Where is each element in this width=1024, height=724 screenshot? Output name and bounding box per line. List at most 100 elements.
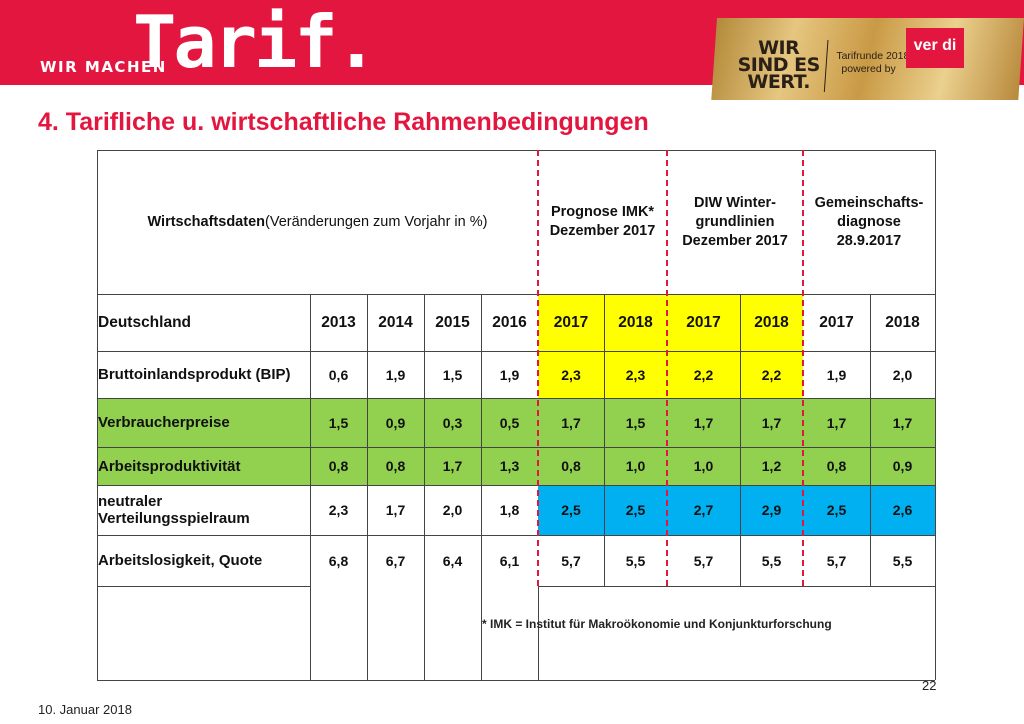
table-col-divider (740, 294, 741, 586)
year-header: 2018 (885, 313, 920, 331)
table-border-top (97, 150, 935, 151)
highlight-row-arbeitsproduktivitaet (97, 447, 935, 485)
footer-date: 10. Januar 2018 (38, 702, 132, 717)
table-cell-value: 5,5 (625, 552, 646, 569)
table-cell-value: 1,5 (442, 366, 463, 383)
table-cell-value: 1,7 (442, 458, 463, 474)
header-prognose-imk: Prognose IMK* Dezember 2017 (549, 204, 656, 239)
header-gemeinschaftsdiagnose: Gemeinschafts-diagnose 28.9.2017 (814, 194, 924, 249)
row-label: Verbraucherpreise (98, 414, 230, 431)
table-col-divider (870, 294, 871, 586)
table-cell-value: 0,5 (499, 414, 520, 431)
table-cell-value: 5,7 (693, 552, 714, 569)
table-cell-value: 2,0 (892, 366, 913, 383)
table-cell-value: 1,0 (625, 458, 646, 474)
table-border-right (935, 150, 936, 680)
table-cell-value: 0,8 (561, 458, 581, 474)
year-header: 2015 (435, 313, 470, 331)
table-cell-value: 2,6 (892, 502, 913, 518)
table-col-divider (310, 586, 311, 680)
table-cell-value: 5,7 (561, 552, 581, 569)
highlight-forecast-years (538, 294, 803, 351)
table-cell-value: 1,7 (385, 502, 406, 518)
table-cell-value: 2,9 (761, 502, 782, 518)
table-cell-value: 6,7 (385, 552, 406, 569)
highlight-bip-forecast (538, 351, 803, 398)
table-cell-value: 0,9 (892, 458, 913, 474)
table-col-divider (481, 586, 482, 680)
wd-label-bold: Wirtschaftsdaten (147, 214, 266, 230)
table-cell-value: 2,5 (625, 502, 646, 518)
row-label: neutraler Verteilungsspielraum (98, 493, 250, 527)
group-separator (537, 150, 539, 586)
group-separator (802, 150, 804, 586)
table-cell-value: 0,3 (442, 414, 463, 431)
table-border-left (97, 150, 98, 680)
table-row-divider (97, 351, 935, 352)
page-number: 22 (922, 678, 937, 693)
table-col-divider (538, 586, 539, 680)
table-row-divider (97, 586, 310, 587)
table-cell-value: 1,7 (826, 414, 847, 431)
brand-tagline: WIR MACHEN (40, 58, 167, 76)
year-header: 2013 (321, 313, 356, 331)
table-cell-value: 6,8 (328, 552, 349, 569)
table-cell-value: 2,3 (561, 366, 581, 383)
table-cell-value: 2,5 (561, 502, 581, 518)
year-header: 2018 (754, 313, 789, 331)
highlight-row-verbraucherpreise (97, 398, 935, 447)
table-col-divider (367, 294, 368, 586)
table-cell-value: 2,3 (328, 502, 349, 518)
table-cell-value: 1,0 (693, 458, 714, 474)
table-row-divider (97, 535, 935, 536)
table-cell-value: 1,7 (693, 414, 714, 431)
table-border-bottom (97, 680, 935, 681)
year-header: 2014 (378, 313, 413, 331)
table-cell-value: 1,2 (761, 458, 782, 474)
row-label: Arbeitsproduktivität (98, 457, 241, 475)
row-label: Arbeitslosigkeit, Quote (98, 552, 263, 569)
year-header: 2017 (819, 313, 854, 331)
table-cell-value: 1,9 (826, 366, 847, 383)
table-col-divider (604, 294, 605, 586)
table-col-divider (424, 294, 425, 586)
table-cell-value: 2,2 (761, 366, 782, 383)
table-cell-value: 5,5 (761, 552, 782, 569)
table-row-divider (97, 485, 935, 486)
table-row-divider (97, 398, 935, 399)
header-diw-wintergrundlinien: DIW Winter-grundlinien Dezember 2017 (682, 194, 788, 249)
group-separator (666, 150, 668, 586)
year-header: 2017 (686, 313, 721, 331)
table-col-divider (310, 294, 311, 586)
table-cell-value: 0,9 (385, 414, 406, 431)
table-footnote: * IMK = Institut für Makroökonomie und K… (482, 617, 832, 631)
table-cell-value: 1,9 (385, 366, 406, 383)
table-cell-value: 1,5 (625, 414, 646, 431)
table-cell-value: 1,7 (761, 414, 782, 431)
table-row-divider (97, 294, 935, 295)
table-col-divider (424, 586, 425, 680)
table-cell-value: 5,5 (892, 552, 913, 569)
year-row-label: Deutschland (98, 313, 192, 331)
table-cell-value: 1,7 (561, 414, 581, 431)
table-cell-value: 1,7 (892, 414, 913, 431)
table-cell-value: 0,8 (328, 458, 349, 474)
table-cell-value: 2,2 (693, 366, 714, 383)
table-col-divider (367, 586, 368, 680)
table-row-divider (97, 447, 935, 448)
table-cell-value: 1,9 (499, 366, 520, 383)
table-cell-value: 2,0 (442, 502, 463, 518)
brand-wordmark: Tarif. (133, 0, 378, 84)
table-header-wirtschaftsdaten: Wirtschaftsdaten (Veränderungen zum Vorj… (97, 150, 538, 294)
table-cell-value: 2,3 (625, 366, 646, 383)
table-cell-value: 0,8 (385, 458, 406, 474)
table-cell-value: 1,8 (499, 502, 520, 518)
table-cell-value: 6,1 (499, 552, 520, 569)
table-cell-value: 5,7 (826, 552, 847, 569)
table-cell-value: 0,8 (826, 458, 847, 474)
table-cell-value: 0,6 (328, 366, 349, 383)
table-cell-value: 1,3 (499, 458, 520, 474)
slide-title: 4. Tarifliche u. wirtschaftliche Rahmenb… (38, 108, 649, 136)
table-col-divider (481, 294, 482, 586)
table-cell-value: 2,7 (693, 502, 714, 518)
